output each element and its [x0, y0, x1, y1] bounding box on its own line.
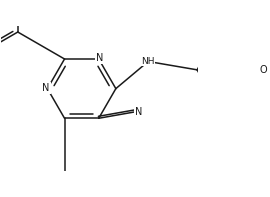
Text: N: N — [42, 83, 50, 93]
Text: NH: NH — [141, 57, 154, 66]
Text: N: N — [96, 53, 103, 63]
Text: O: O — [260, 65, 267, 75]
Text: N: N — [135, 107, 142, 117]
